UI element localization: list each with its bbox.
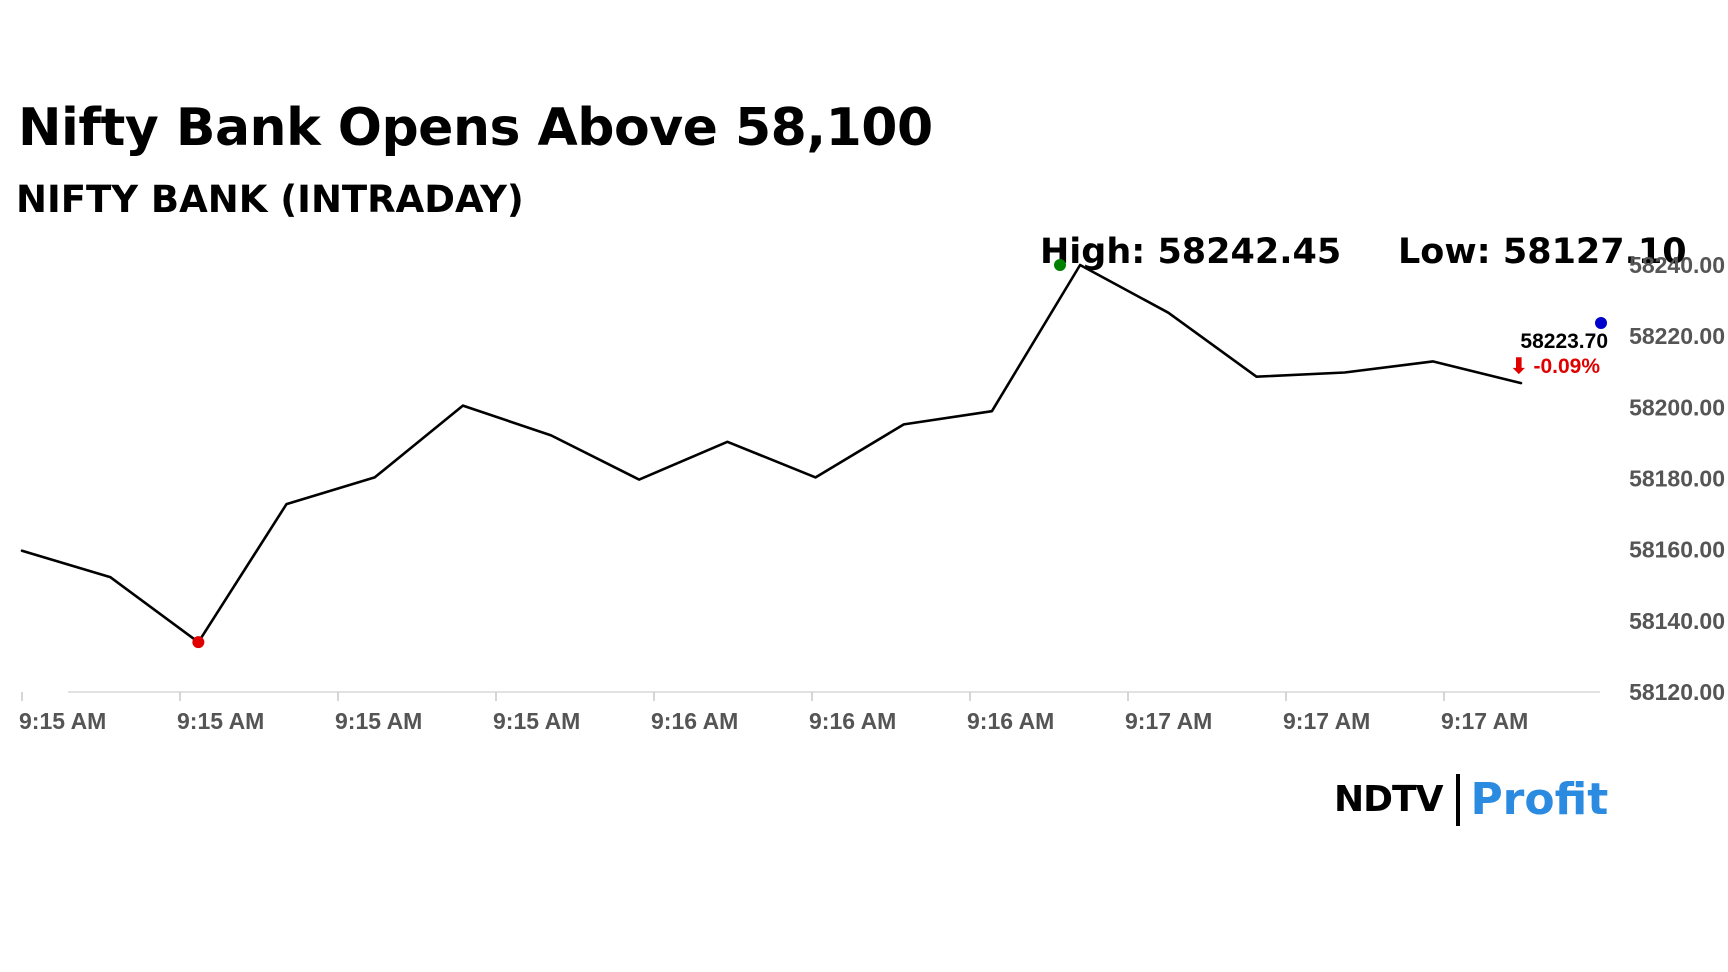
price-line <box>20 263 1523 644</box>
y-tick-label: 58200.00 <box>1629 394 1725 420</box>
x-tick-label: 9:15 AM <box>19 708 106 734</box>
x-tick-label: 9:15 AM <box>177 708 264 734</box>
y-tick-label: 58120.00 <box>1629 679 1725 705</box>
y-tick-label: 58140.00 <box>1629 608 1725 634</box>
headline: Nifty Bank Opens Above 58,100 <box>18 98 933 158</box>
ndtv-wordmark: NDTV <box>1334 779 1443 820</box>
last-change-label: ⬇ -0.09% <box>1510 355 1600 378</box>
y-tick-label: 58220.00 <box>1629 323 1725 349</box>
high-stat: High: 58242.45 <box>1040 232 1342 272</box>
low-stat: Low: 58127.10 <box>1398 232 1687 272</box>
x-tick-label: 9:17 AM <box>1125 708 1212 734</box>
last-point-marker <box>1595 317 1607 330</box>
profit-wordmark: Profit <box>1470 774 1609 825</box>
y-tick-label: 58240.00 <box>1629 252 1725 278</box>
x-tick-label: 9:16 AM <box>809 708 896 734</box>
x-tick-label: 9:15 AM <box>335 708 422 734</box>
ndtv-profit-logo: NDTV Profit <box>1334 770 1608 830</box>
chart-subtitle: NIFTY BANK (INTRADAY) <box>16 178 524 221</box>
x-tick-label: 9:16 AM <box>651 708 738 734</box>
x-tick-label: 9:17 AM <box>1441 708 1528 734</box>
x-tick-label: 9:16 AM <box>967 708 1054 734</box>
low-point-marker <box>192 636 205 649</box>
y-tick-label: 58160.00 <box>1629 537 1725 563</box>
y-tick-label: 58180.00 <box>1629 466 1725 492</box>
high-point-marker <box>1054 259 1066 271</box>
last-price-label: 58223.70 <box>1520 330 1608 353</box>
x-tick-label: 9:17 AM <box>1283 708 1370 734</box>
logo-divider <box>1456 774 1461 826</box>
x-tick-label: 9:15 AM <box>493 708 580 734</box>
